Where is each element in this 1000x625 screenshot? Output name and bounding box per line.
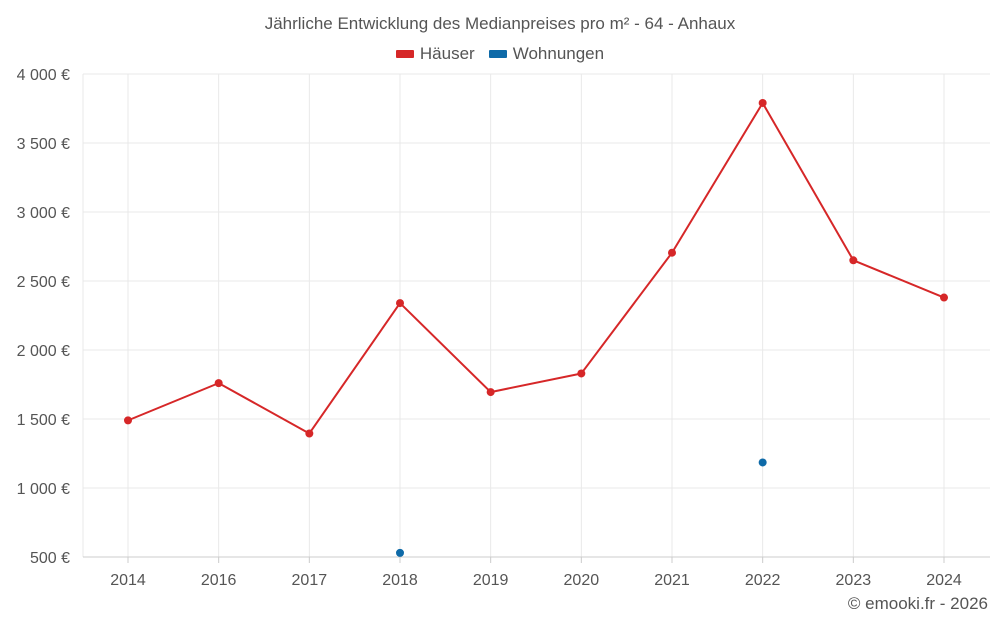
copyright-text: © emooki.fr - 2026: [847, 594, 988, 613]
series-haeuser: [124, 98, 948, 438]
data-point-wohnungen: [396, 548, 404, 557]
data-point-haeuser: [214, 379, 223, 388]
x-tick-label: 2021: [654, 572, 690, 589]
y-tick-label: 2 500 €: [17, 274, 70, 291]
data-point-haeuser: [758, 98, 767, 107]
y-tick-label: 3 000 €: [17, 205, 70, 222]
data-point-haeuser: [577, 369, 586, 378]
series-wohnungen: [396, 458, 767, 557]
series-line-haeuser: [127, 101, 945, 435]
x-tick-label: 2024: [926, 572, 962, 589]
x-tick-label: 2022: [745, 572, 781, 589]
y-tick-label: 1 500 €: [17, 412, 70, 429]
y-tick-label: 4 000 €: [17, 67, 70, 84]
y-tick-label: 500 €: [30, 550, 70, 567]
x-tick-label: 2014: [110, 572, 146, 589]
data-point-haeuser: [124, 416, 132, 425]
data-point-haeuser: [940, 293, 948, 302]
x-tick-label: 2020: [564, 572, 600, 589]
data-point-haeuser: [849, 256, 858, 265]
data-point-haeuser: [486, 388, 495, 397]
y-tick-label: 1 000 €: [17, 481, 70, 498]
chart-title: Jährliche Entwicklung des Medianpreises …: [264, 14, 736, 33]
x-tick-label: 2017: [292, 572, 328, 589]
y-tick-label: 2 000 €: [17, 343, 70, 360]
x-tick-label: 2019: [473, 572, 509, 589]
grid-layer: [82, 73, 990, 557]
legend-label-haeuser: Häuser: [419, 44, 475, 63]
axis-layer: 500 € 1 000 € 1 500 € 2 000 € 2 500 € 3 000 €…: [17, 67, 990, 589]
legend-label-wohnungen: Wohnungen: [512, 44, 605, 63]
legend-swatch-wohnungen: [488, 50, 507, 58]
x-tick-label: 2016: [201, 572, 237, 589]
data-point-haeuser: [668, 248, 676, 257]
series-layer: [124, 98, 948, 557]
chart-legend: Häuser Wohnungen: [0, 44, 1000, 64]
x-tick-label: 2023: [836, 572, 872, 589]
legend-item-haeuser[interactable]: Häuser: [395, 44, 475, 64]
y-tick-label: 3 500 €: [17, 136, 70, 153]
legend-swatch-haeuser: [395, 50, 414, 58]
data-point-haeuser: [396, 299, 404, 308]
data-point-haeuser: [305, 429, 314, 438]
legend-item-wohnungen[interactable]: Wohnungen: [488, 44, 605, 64]
data-point-wohnungen: [758, 458, 767, 467]
x-tick-label: 2018: [382, 572, 418, 589]
